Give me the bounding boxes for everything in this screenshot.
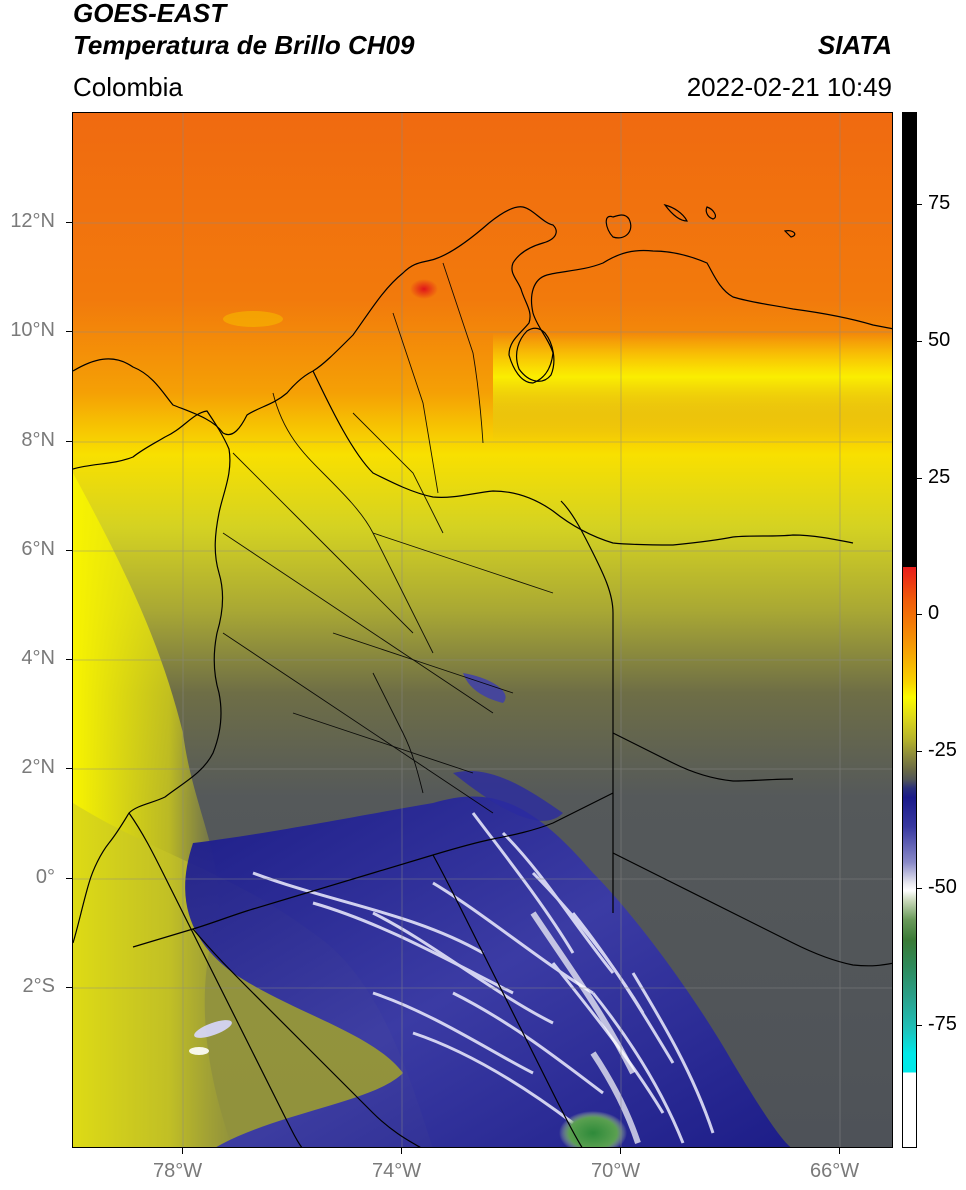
lat-tick bbox=[66, 331, 72, 332]
cirrus-streaks bbox=[252, 812, 715, 1144]
cirrus-bright-streaks bbox=[530, 911, 641, 1144]
colorbar-tick bbox=[917, 478, 922, 479]
lon-tick bbox=[401, 1148, 402, 1154]
source-label: SIATA bbox=[817, 30, 892, 60]
lon-tick bbox=[182, 1148, 183, 1154]
lat-label: 8°N bbox=[21, 429, 55, 451]
lat-label: 4°N bbox=[21, 647, 55, 669]
brightness-temperature-field bbox=[73, 113, 892, 1147]
lat-label: 0° bbox=[35, 866, 55, 888]
cloud-fragment bbox=[453, 771, 563, 821]
colorbar-label: 0 bbox=[928, 602, 940, 624]
satellite-map bbox=[72, 112, 893, 1148]
lat-tick bbox=[66, 222, 72, 223]
caribbean-yellow-band bbox=[493, 333, 892, 443]
lat-label: 6°N bbox=[21, 538, 55, 560]
lat-tick bbox=[66, 550, 72, 551]
lat-tick bbox=[66, 441, 72, 442]
lon-label: 78°W bbox=[153, 1160, 203, 1182]
colorbar-tick bbox=[917, 888, 922, 889]
lon-label: 70°W bbox=[591, 1160, 641, 1182]
colorbar-label: -50 bbox=[928, 876, 957, 898]
colorbar-tick bbox=[917, 614, 922, 615]
colorbar-tick bbox=[917, 204, 922, 205]
cloud-fragment bbox=[463, 673, 506, 703]
lon-label: 74°W bbox=[372, 1160, 422, 1182]
temperature-colorbar bbox=[902, 112, 917, 1148]
cloud-pocket bbox=[189, 1047, 209, 1055]
colorbar-tick bbox=[917, 751, 922, 752]
colorbar-label: 75 bbox=[928, 192, 951, 214]
lat-label: 2°S bbox=[22, 975, 55, 997]
warm-patch bbox=[223, 311, 283, 327]
graticule bbox=[73, 113, 892, 1147]
lake-maracaibo bbox=[515, 327, 555, 382]
lat-tick bbox=[66, 878, 72, 879]
product-title: Temperatura de Brillo CH09 bbox=[73, 30, 415, 60]
region-label: Colombia bbox=[73, 72, 183, 102]
cloud-pocket bbox=[194, 1020, 232, 1038]
lat-tick bbox=[66, 659, 72, 660]
satellite-title: GOES-EAST bbox=[73, 0, 227, 28]
colorbar-label: -25 bbox=[928, 739, 957, 761]
lon-tick bbox=[620, 1148, 621, 1154]
lon-tick bbox=[839, 1148, 840, 1154]
colorbar-label: -75 bbox=[928, 1013, 957, 1035]
hotspot bbox=[410, 279, 438, 299]
coastlines-and-borders bbox=[73, 204, 892, 1147]
colorbar-label: 25 bbox=[928, 466, 951, 488]
datetime-label: 2022-02-21 10:49 bbox=[686, 72, 892, 102]
lat-label: 12°N bbox=[10, 210, 55, 232]
lat-label: 10°N bbox=[10, 319, 55, 341]
lat-tick bbox=[66, 987, 72, 988]
lat-tick bbox=[66, 768, 72, 769]
colorbar-tick bbox=[917, 341, 922, 342]
colorbar-tick bbox=[917, 1025, 922, 1026]
lon-label: 66°W bbox=[810, 1160, 860, 1182]
department-borders bbox=[222, 262, 554, 814]
colorbar-label: 50 bbox=[928, 329, 951, 351]
lat-label: 2°N bbox=[21, 756, 55, 778]
